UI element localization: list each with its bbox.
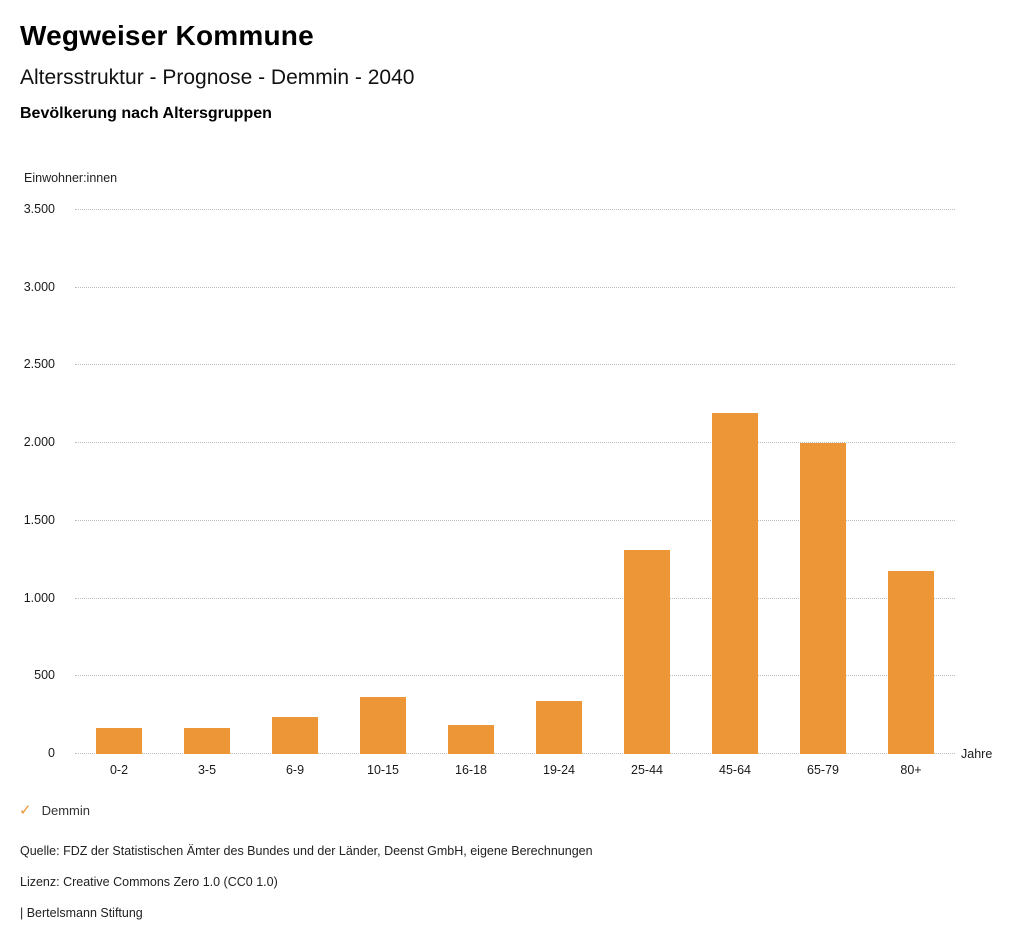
gridline-3.500 [75,209,955,210]
bar-80+[interactable] [888,571,934,754]
bar-column-19-24 [515,210,603,754]
y-tick-label-0: 0 [48,746,55,760]
x-tick-label-16-18: 16-18 [455,763,487,777]
gridline-3.000 [75,286,955,288]
legend-label: Demmin [41,803,90,818]
bar-0-2[interactable] [96,727,142,754]
gridline-2.500 [75,364,955,366]
x-tick-label-6-9: 6-9 [285,763,305,777]
bar-column-6-9 [251,210,339,754]
bar-column-0-2 [75,210,163,754]
x-tick-label-80+: 80+ [900,763,922,777]
x-tick-label-19-24: 19-24 [543,763,575,777]
bar-65-79[interactable] [800,443,846,754]
bar-16-18[interactable] [448,725,494,754]
x-tick-label-0-2: 0-2 [109,763,129,777]
y-tick-label-2.500: 2.500 [23,357,55,372]
bar-10-15[interactable] [360,696,406,754]
y-axis-unit-label: Einwohner:innen [24,171,118,185]
gridline-1.000 [75,597,955,599]
bar-column-80+ [867,210,955,754]
gridline-0 [75,753,955,754]
legend-item-demmin[interactable]: ✓ Demmin [19,803,90,818]
brand-text: | Bertelsmann Stiftung [20,906,143,920]
x-axis-title: Jahre [961,747,993,761]
bar-column-3-5 [163,210,251,754]
bar-series-demmin [75,210,955,754]
x-tick-label-25-44: 25-44 [631,763,663,777]
bar-3-5[interactable] [184,727,230,754]
gridline-1.500 [75,519,955,521]
chart-heading: Bevölkerung nach Altersgruppen [20,105,272,122]
bar-column-65-79 [779,210,867,754]
y-tick-label-3.500: 3.500 [23,202,55,216]
y-tick-label-500: 500 [34,668,55,683]
x-tick-label-45-64: 45-64 [719,763,751,777]
bar-19-24[interactable] [536,701,582,754]
bar-25-44[interactable] [624,550,670,754]
bar-45-64[interactable] [712,412,758,754]
page-subtitle: Altersstruktur - Prognose - Demmin - 204… [20,66,415,89]
gridline-2.000 [75,442,955,444]
y-tick-label-1.500: 1.500 [23,512,55,527]
license-text: Lizenz: Creative Commons Zero 1.0 (CC0 1… [20,875,278,889]
y-tick-label-1.000: 1.000 [23,590,55,605]
page-title: Wegweiser Kommune [20,20,314,51]
x-tick-label-3-5: 3-5 [197,763,217,777]
legend-check-icon: ✓ [19,802,32,819]
source-text: Quelle: FDZ der Statistischen Ämter des … [20,844,593,858]
y-tick-label-2.000: 2.000 [23,435,55,450]
bar-6-9[interactable] [272,716,318,754]
bar-column-25-44 [603,210,691,754]
gridline-500 [75,675,955,677]
bar-column-45-64 [691,210,779,754]
plot-area [75,209,955,754]
x-axis-labels: 0-2 3-5 6-9 10-15 16-18 19-24 25-44 45-64 65-79 8… [75,763,955,777]
y-tick-label-3.000: 3.000 [23,279,55,294]
x-tick-label-65-79: 65-79 [807,763,839,777]
bar-column-16-18 [427,210,515,754]
bar-column-10-15 [339,210,427,754]
x-tick-label-10-15: 10-15 [367,763,399,777]
